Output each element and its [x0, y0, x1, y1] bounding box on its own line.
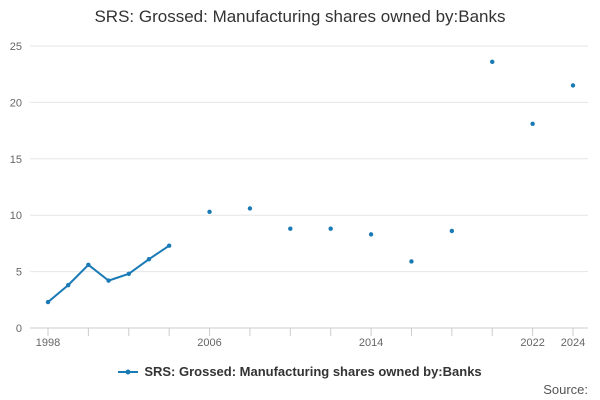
data-point[interactable] — [449, 228, 455, 234]
data-point[interactable] — [409, 259, 414, 264]
legend-marker — [118, 369, 139, 374]
data-point[interactable] — [530, 121, 535, 127]
data-point[interactable] — [166, 243, 172, 248]
y-tick-label: 15 — [10, 154, 22, 166]
axes: 0 5 10 15 20 25 1998 2006 2014 2022 2024 — [10, 41, 588, 349]
x-tick-label: 2014 — [359, 337, 383, 349]
x-tick-label: 2024 — [561, 337, 585, 349]
data-series — [45, 59, 576, 305]
data-point[interactable] — [368, 232, 374, 237]
data-point[interactable] — [207, 209, 212, 215]
y-tick-label: 25 — [10, 41, 22, 53]
y-tick-label: 5 — [16, 267, 22, 279]
data-point[interactable] — [86, 262, 91, 268]
chart-title: SRS: Grossed: Manufacturing shares owned… — [94, 7, 506, 26]
y-tick-label: 20 — [10, 97, 22, 109]
y-tick-label: 10 — [10, 210, 22, 222]
x-tick-label: 2006 — [197, 337, 221, 349]
legend-label: SRS: Grossed: Manufacturing shares owned… — [144, 364, 482, 379]
x-tick-label: 2022 — [520, 337, 544, 349]
data-point[interactable] — [146, 256, 152, 262]
data-point[interactable] — [247, 206, 253, 211]
grid-lines — [30, 45, 588, 273]
source-label: Source: — [543, 382, 588, 397]
data-point[interactable] — [570, 83, 576, 88]
data-point[interactable] — [106, 278, 111, 283]
data-point[interactable] — [490, 59, 495, 64]
legend[interactable]: SRS: Grossed: Manufacturing shares owned… — [0, 364, 600, 380]
data-point[interactable] — [328, 226, 333, 231]
data-point[interactable] — [126, 271, 131, 277]
data-point[interactable] — [45, 299, 51, 305]
x-tick-label: 1998 — [36, 337, 60, 349]
data-point[interactable] — [288, 226, 293, 231]
y-tick-label: 0 — [16, 323, 22, 335]
series-line — [47, 244, 170, 303]
data-point[interactable] — [65, 282, 71, 288]
